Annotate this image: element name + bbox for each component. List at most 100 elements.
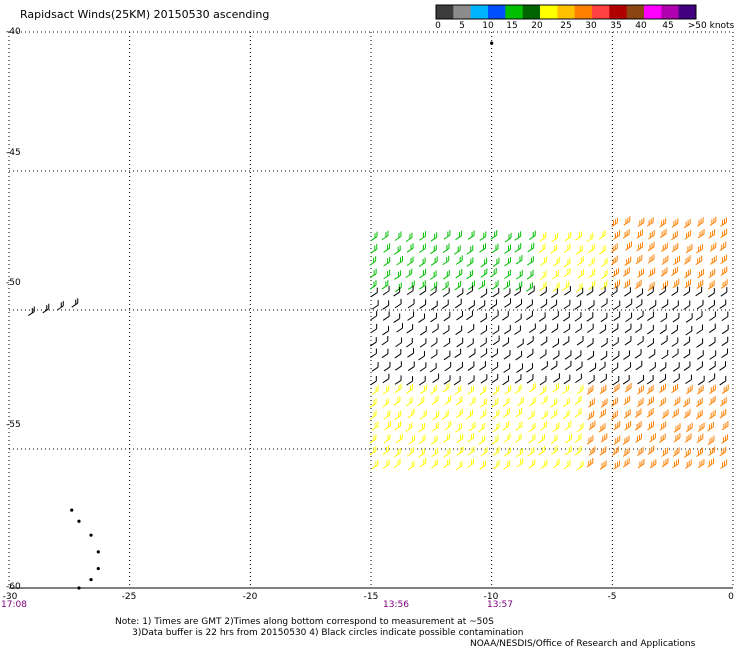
wind-barb: [564, 420, 572, 431]
wind-barb: [611, 362, 619, 372]
wind-barb: [430, 435, 438, 445]
wind-barb: [564, 231, 572, 242]
legend-label: 5: [459, 21, 465, 31]
wind-barb: [528, 433, 536, 444]
wind-barb: [442, 382, 450, 393]
wind-barb: [696, 385, 704, 395]
wind-barb: [562, 336, 570, 346]
wind-barb: [394, 410, 402, 420]
wind-barb: [467, 385, 474, 395]
wind-barb: [574, 446, 582, 456]
wind-barb: [707, 421, 714, 432]
wind-barb: [599, 408, 606, 419]
wind-barb: [564, 350, 572, 360]
wind-barb: [635, 254, 643, 265]
wind-barb: [647, 324, 654, 335]
wind-barb: [576, 460, 584, 471]
wind-barb: [430, 337, 438, 348]
wind-barb: [696, 338, 704, 348]
wind-barb: [563, 299, 571, 310]
wind-barb: [443, 375, 451, 385]
wind-barb: [480, 374, 488, 384]
wind-barb: [526, 310, 533, 321]
wind-barb: [695, 397, 703, 408]
wind-barb: [685, 313, 693, 323]
x-tick-label: -20: [242, 592, 258, 602]
wind-barb: [552, 422, 560, 432]
wind-barb: [695, 409, 703, 420]
wind-barb: [600, 280, 608, 290]
wind-barb: [672, 458, 679, 469]
wind-barb: [516, 270, 523, 280]
wind-barb: [526, 363, 533, 373]
wind-barb: [658, 433, 666, 444]
wind-barb: [395, 337, 403, 348]
wind-barb: [552, 257, 560, 267]
wind-barb: [635, 299, 643, 309]
wind-barb: [393, 458, 401, 468]
wind-barb: [673, 432, 681, 443]
wind-barb: [528, 459, 536, 469]
wind-barb: [553, 373, 560, 383]
wind-barb: [720, 459, 728, 469]
wind-barb: [683, 218, 691, 229]
wind-barb: [612, 446, 619, 456]
wind-barb: [382, 285, 390, 296]
wind-barb: [370, 323, 378, 334]
wind-barb: [709, 242, 717, 252]
wind-barb: [491, 348, 498, 358]
wind-barb: [625, 241, 632, 251]
wind-barb: [383, 243, 391, 253]
wind-barb: [575, 283, 583, 293]
wind-barb: [577, 256, 584, 266]
wind-barb: [502, 337, 510, 347]
wind-barb: [613, 300, 621, 310]
legend-label: 10: [482, 21, 494, 31]
y-tick-label: -45: [6, 148, 21, 158]
y-tick-label: -55: [6, 420, 21, 430]
wind-barb: [637, 458, 645, 469]
wind-barb: [42, 303, 50, 314]
wind-barb: [419, 268, 427, 279]
wind-barb: [371, 300, 379, 310]
wind-barb: [370, 348, 377, 358]
wind-barb: [622, 229, 630, 239]
wind-barb: [383, 410, 391, 420]
wind-barb: [672, 362, 680, 372]
wind-barb: [538, 445, 546, 456]
wind-barb: [623, 216, 631, 226]
wind-barb: [396, 255, 403, 266]
wind-barb: [637, 217, 645, 228]
wind-barb: [708, 373, 716, 383]
wind-barb: [419, 299, 427, 309]
wind-barb: [636, 241, 644, 252]
wind-barb: [671, 324, 678, 335]
wind-barb: [672, 447, 680, 457]
wind-barb: [405, 268, 413, 279]
wind-barb: [466, 285, 474, 296]
wind-barb: [394, 375, 402, 385]
wind-barb: [395, 361, 402, 371]
wind-barb: [721, 421, 729, 431]
wind-barb: [697, 458, 705, 469]
wind-barb: [444, 361, 452, 372]
wind-barb: [418, 376, 426, 386]
wind-barb: [369, 410, 377, 420]
wind-barb: [708, 268, 716, 279]
wind-barb: [708, 229, 716, 239]
wind-barb: [563, 459, 571, 470]
wind-barb: [431, 447, 439, 458]
wind-barb: [636, 229, 643, 239]
wind-barb: [683, 397, 690, 408]
wind-barb: [673, 396, 681, 407]
wind-barb: [492, 459, 500, 470]
wind-barb: [684, 279, 692, 289]
wind-barb: [634, 349, 642, 359]
wind-barb: [371, 459, 379, 470]
time-label: 17:08: [1, 600, 27, 610]
wind-barb: [369, 434, 377, 444]
wind-barb: [696, 279, 704, 289]
wind-barb: [429, 270, 437, 280]
wind-barb: [407, 298, 415, 309]
wind-barb: [405, 396, 413, 407]
